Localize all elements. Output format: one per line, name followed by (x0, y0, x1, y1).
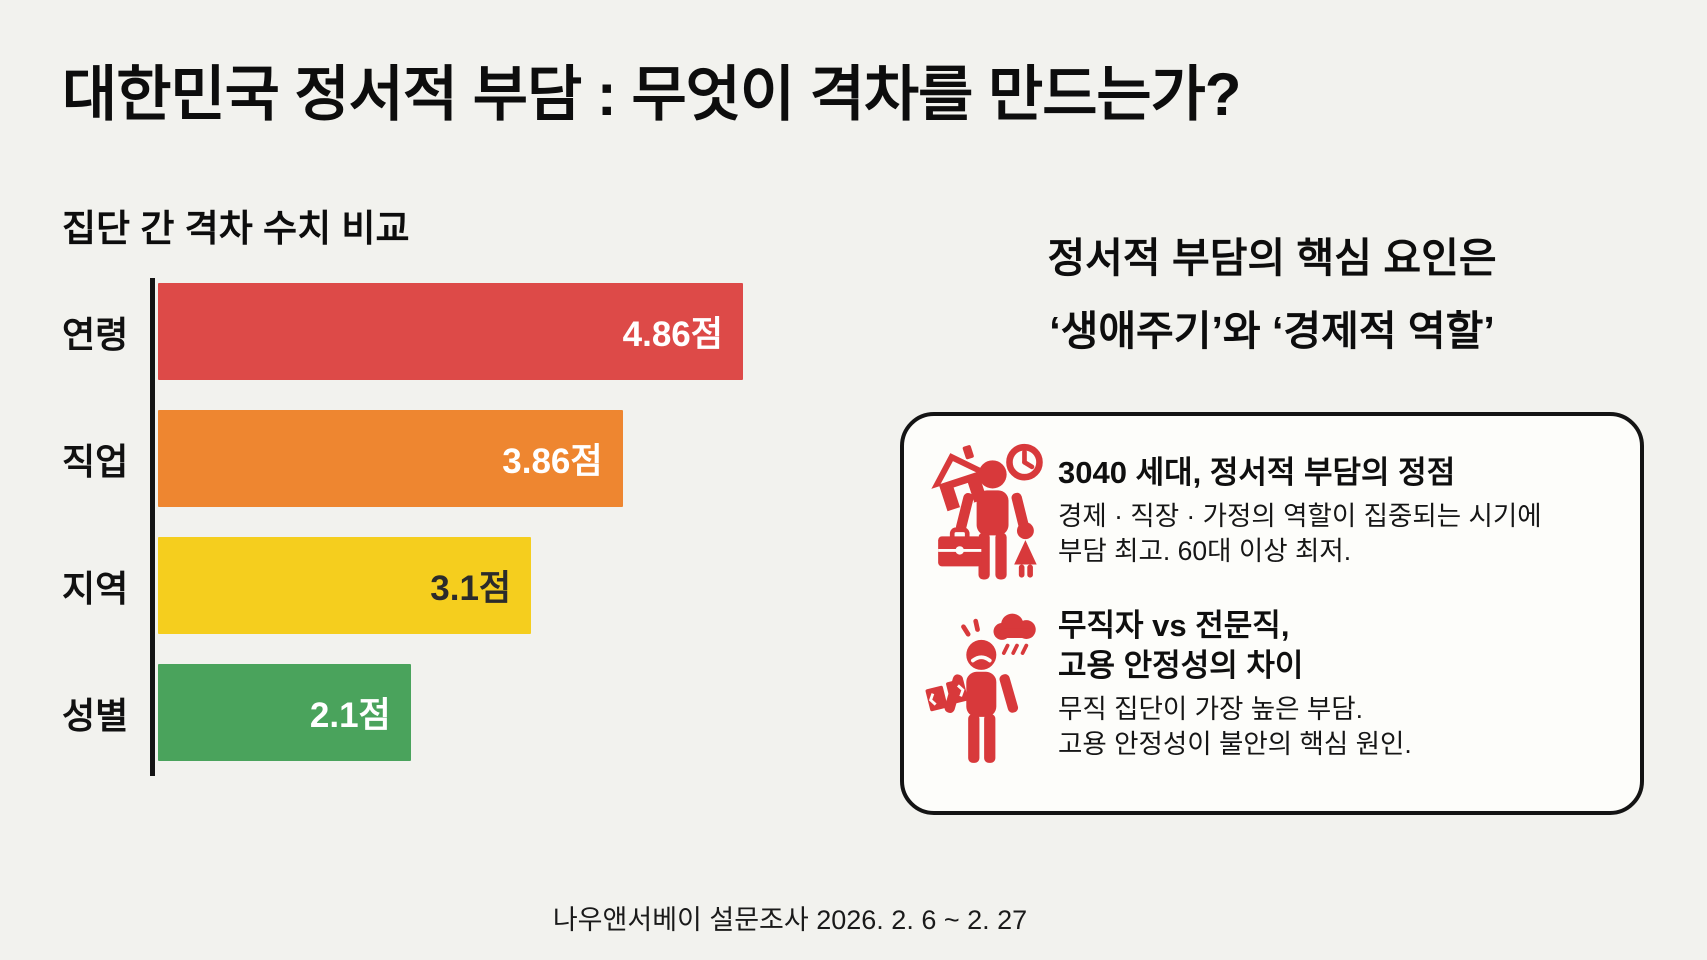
bar-row: 연령 4.86점 (62, 283, 820, 380)
insight-card-3040-body-line1: 경제 · 직장 · 가정의 역할이 집중되는 시기에 (1058, 501, 1542, 531)
insight-card-employment-title: 무직자 vs 전문직, 고용 안정성의 차이 (1058, 606, 1612, 686)
insight-card-3040-title: 3040 세대, 정서적 부담의 정점 (1058, 455, 1456, 490)
insight-card-3040-text: 3040 세대, 정서적 부담의 정점 경제 · 직장 · 가정의 역할이 집중… (1050, 453, 1612, 569)
chart-y-axis (150, 278, 155, 776)
bar-row: 성별 2.1점 (62, 664, 820, 761)
page-title: 대한민국 정서적 부담 : 무엇이 격차를 만드는가? (62, 61, 1241, 128)
bar-value-label: 2.1점 (309, 696, 391, 735)
insight-card-3040-body: 경제 · 직장 · 가정의 역할이 집중되는 시기에 부담 최고. 60대 이상… (1058, 499, 1612, 569)
insight-heading: 정서적 부담의 핵심 요인은 ‘생애주기’와 ‘경제적 역할’ (898, 222, 1646, 368)
bar-직업: 3.86점 (158, 410, 623, 507)
category-label: 성별 (62, 694, 129, 736)
insight-card-3040-body-line2: 부담 최고. 60대 이상 최저. (1058, 536, 1352, 566)
bar-row: 직업 3.86점 (62, 410, 820, 507)
bar-성별: 2.1점 (158, 664, 411, 761)
bar-value-label: 3.86점 (502, 442, 603, 481)
category-label: 지역 (62, 567, 129, 609)
survey-source: 나우앤서베이 설문조사 2026. 2. 6 ~ 2. 27 (552, 905, 1028, 935)
insight-card-employment-body-line1: 무직 집단이 가장 높은 부담. (1058, 694, 1363, 724)
insight-heading-line2: ‘생애주기’와 ‘경제적 역할’ (1049, 308, 1495, 354)
chart-title: 집단 간 격차 수치 비교 (62, 208, 410, 249)
bar-row: 지역 3.1점 (62, 537, 820, 634)
insight-card-3040: 3040 세대, 정서적 부담의 정점 경제 · 직장 · 가정의 역할이 집중… (922, 436, 1612, 586)
insight-card-employment-body-line2: 고용 안정성이 불안의 핵심 원인. (1058, 729, 1412, 759)
insight-card-employment-text: 무직자 vs 전문직, 고용 안정성의 차이 무직 집단이 가장 높은 부담. … (1050, 606, 1612, 762)
insight-box: 3040 세대, 정서적 부담의 정점 경제 · 직장 · 가정의 역할이 집중… (900, 412, 1644, 815)
bar-track: 2.1점 (158, 664, 820, 761)
insight-card-employment-title-line2: 고용 안정성의 차이 (1058, 648, 1304, 683)
insight-heading-line1: 정서적 부담의 핵심 요인은 (1047, 235, 1497, 281)
bar-value-label: 4.86점 (622, 315, 723, 354)
insight-card-employment-title-line1: 무직자 vs 전문직, (1058, 608, 1290, 643)
category-label: 연령 (62, 313, 129, 355)
bar-track: 4.86점 (158, 283, 820, 380)
bar-value-label: 3.1점 (430, 569, 512, 608)
insight-card-employment: 무직자 vs 전문직, 고용 안정성의 차이 무직 집단이 가장 높은 부담. … (922, 600, 1612, 768)
bar-track: 3.1점 (158, 537, 820, 634)
insight-card-employment-body: 무직 집단이 가장 높은 부담. 고용 안정성이 불안의 핵심 원인. (1058, 692, 1612, 762)
bar-track: 3.86점 (158, 410, 820, 507)
bar-연령: 4.86점 (158, 283, 743, 380)
worker-family-time-icon (922, 436, 1050, 586)
stressed-unemployed-icon (922, 600, 1050, 768)
bar-지역: 3.1점 (158, 537, 532, 634)
category-label: 직업 (62, 440, 129, 482)
